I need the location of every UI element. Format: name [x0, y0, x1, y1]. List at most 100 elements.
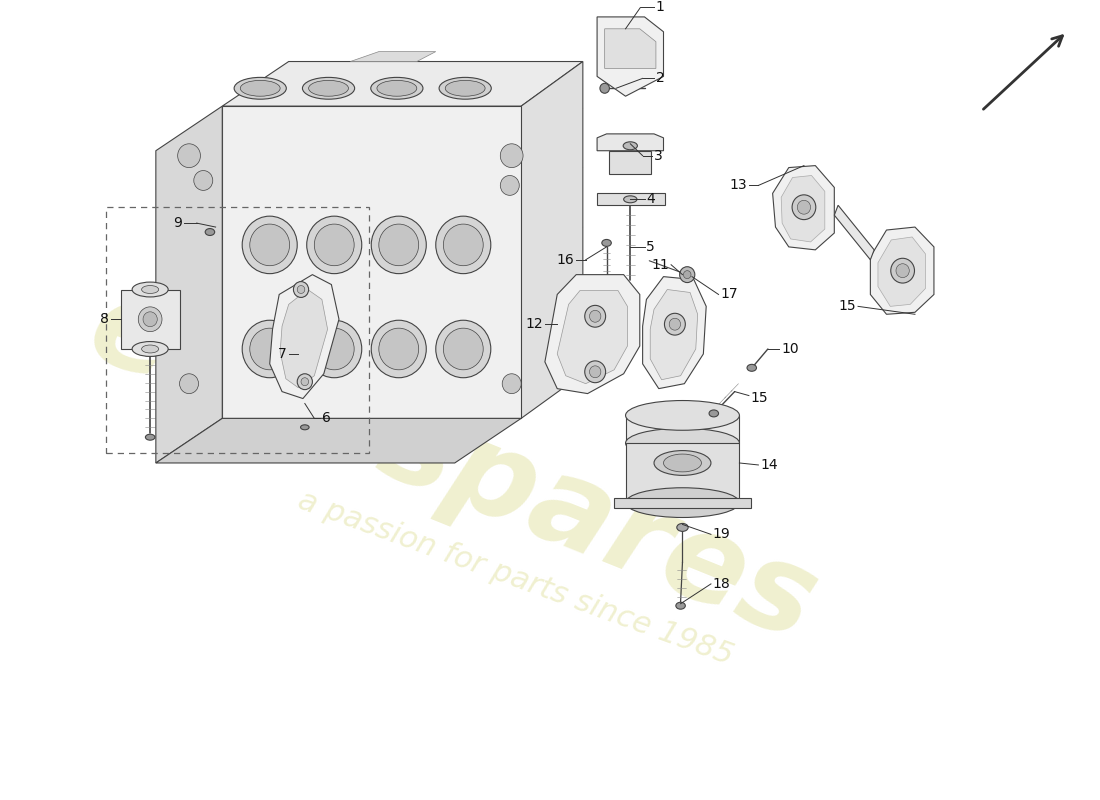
Polygon shape [642, 277, 706, 389]
Ellipse shape [377, 80, 417, 96]
Ellipse shape [626, 488, 739, 518]
Ellipse shape [145, 434, 155, 440]
Polygon shape [351, 52, 436, 62]
Polygon shape [270, 274, 339, 398]
Ellipse shape [307, 216, 362, 274]
Polygon shape [156, 106, 222, 463]
Polygon shape [781, 175, 825, 242]
Text: 5: 5 [647, 240, 656, 254]
Ellipse shape [590, 366, 601, 378]
Polygon shape [650, 290, 697, 380]
Text: 6: 6 [322, 411, 331, 426]
Text: 17: 17 [720, 287, 738, 302]
Polygon shape [156, 418, 521, 463]
Ellipse shape [626, 401, 739, 430]
Text: 15: 15 [838, 299, 856, 314]
Text: 19: 19 [713, 527, 730, 542]
Polygon shape [834, 206, 874, 260]
Polygon shape [597, 194, 666, 206]
Ellipse shape [747, 364, 757, 371]
Polygon shape [597, 17, 663, 96]
Polygon shape [521, 62, 583, 418]
Ellipse shape [891, 258, 914, 283]
Ellipse shape [896, 264, 910, 278]
Ellipse shape [664, 314, 685, 335]
Polygon shape [222, 62, 583, 106]
Ellipse shape [250, 224, 289, 266]
Ellipse shape [436, 216, 491, 274]
Ellipse shape [240, 80, 280, 96]
Ellipse shape [242, 216, 297, 274]
Ellipse shape [439, 78, 492, 99]
Ellipse shape [297, 374, 312, 390]
Ellipse shape [600, 83, 609, 94]
Polygon shape [121, 290, 179, 349]
Text: 9: 9 [174, 216, 183, 230]
Ellipse shape [500, 144, 524, 167]
Text: 10: 10 [781, 342, 799, 356]
Ellipse shape [297, 286, 305, 294]
Text: 2: 2 [656, 71, 664, 86]
Text: 8: 8 [100, 312, 109, 326]
Ellipse shape [683, 270, 691, 278]
Ellipse shape [443, 328, 483, 370]
Ellipse shape [142, 286, 158, 294]
Polygon shape [544, 274, 640, 394]
Ellipse shape [446, 80, 485, 96]
Ellipse shape [443, 224, 483, 266]
Ellipse shape [626, 428, 739, 458]
Text: 18: 18 [713, 577, 730, 591]
Polygon shape [222, 106, 521, 418]
Polygon shape [878, 237, 925, 306]
Polygon shape [870, 227, 934, 314]
Ellipse shape [234, 78, 286, 99]
Ellipse shape [302, 78, 354, 99]
Ellipse shape [663, 454, 702, 472]
Text: 16: 16 [557, 253, 574, 266]
Ellipse shape [798, 200, 811, 214]
Ellipse shape [178, 144, 200, 167]
Polygon shape [558, 290, 627, 384]
Ellipse shape [585, 306, 606, 327]
Ellipse shape [590, 310, 601, 322]
Polygon shape [614, 498, 751, 507]
Ellipse shape [624, 196, 637, 202]
Ellipse shape [436, 320, 491, 378]
Ellipse shape [378, 224, 419, 266]
Ellipse shape [294, 282, 309, 298]
Ellipse shape [378, 328, 419, 370]
Polygon shape [609, 150, 651, 174]
Ellipse shape [300, 425, 309, 430]
Ellipse shape [206, 229, 214, 235]
Text: 4: 4 [647, 192, 656, 206]
Ellipse shape [179, 374, 198, 394]
Ellipse shape [315, 224, 354, 266]
Ellipse shape [669, 318, 681, 330]
Polygon shape [772, 166, 834, 250]
Ellipse shape [142, 345, 158, 353]
Text: 7: 7 [278, 347, 287, 361]
Text: 14: 14 [760, 458, 778, 472]
Ellipse shape [309, 80, 349, 96]
Text: eurospares: eurospares [73, 268, 833, 666]
Text: 15: 15 [751, 390, 769, 405]
Ellipse shape [654, 450, 711, 475]
Text: 12: 12 [526, 318, 543, 331]
Ellipse shape [315, 328, 354, 370]
Ellipse shape [194, 170, 212, 190]
Ellipse shape [301, 378, 309, 386]
Ellipse shape [676, 523, 689, 531]
Ellipse shape [602, 239, 612, 246]
Ellipse shape [143, 312, 157, 326]
Polygon shape [626, 443, 739, 502]
Ellipse shape [250, 328, 289, 370]
Ellipse shape [710, 410, 718, 417]
Ellipse shape [792, 195, 816, 220]
Ellipse shape [675, 602, 685, 609]
Ellipse shape [585, 361, 606, 382]
Ellipse shape [242, 320, 297, 378]
Text: 13: 13 [729, 178, 747, 193]
Ellipse shape [371, 216, 427, 274]
Ellipse shape [371, 320, 427, 378]
Ellipse shape [307, 320, 362, 378]
